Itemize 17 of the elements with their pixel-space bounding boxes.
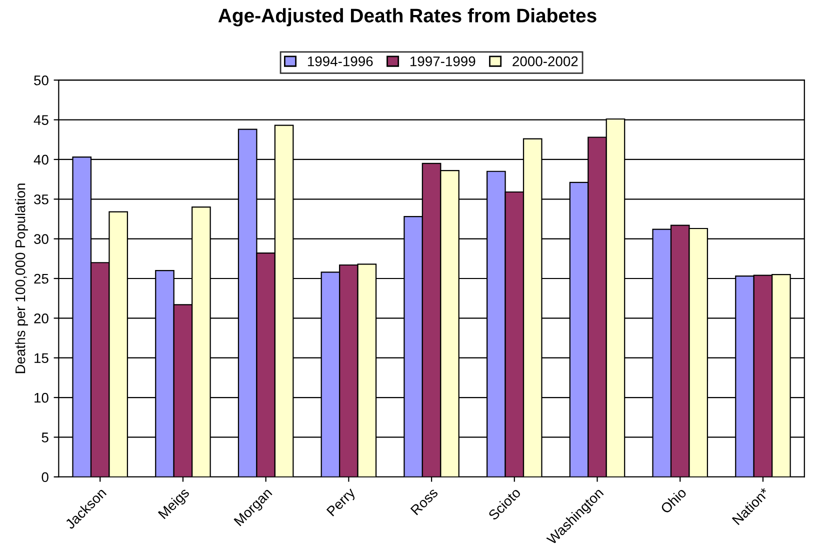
y-axis-title: Deaths per 100,000 Population [15, 184, 28, 374]
y-tick-label: 0 [42, 472, 48, 482]
y-tick-label: 5 [42, 432, 48, 442]
y-tick-label: 25 [34, 274, 48, 284]
y-tick-label: 50 [34, 75, 48, 86]
y-tick-label: 40 [34, 154, 48, 165]
y-tick-label: 10 [34, 392, 48, 403]
y-tick-label: 15 [34, 353, 48, 364]
y-tick-label: 20 [34, 314, 48, 324]
legend-label: 2000-2002 [512, 56, 578, 66]
chart-title: Age-Adjusted Death Rates from Diabetes [218, 8, 596, 26]
y-tick-label: 45 [34, 115, 48, 125]
legend-label: 1997-1999 [410, 56, 476, 66]
legend-label: 1994-1996 [308, 56, 373, 66]
y-tick-label: 30 [34, 234, 48, 244]
x-tick-label: Ohio [660, 487, 687, 514]
y-tick-label: 35 [34, 194, 48, 204]
